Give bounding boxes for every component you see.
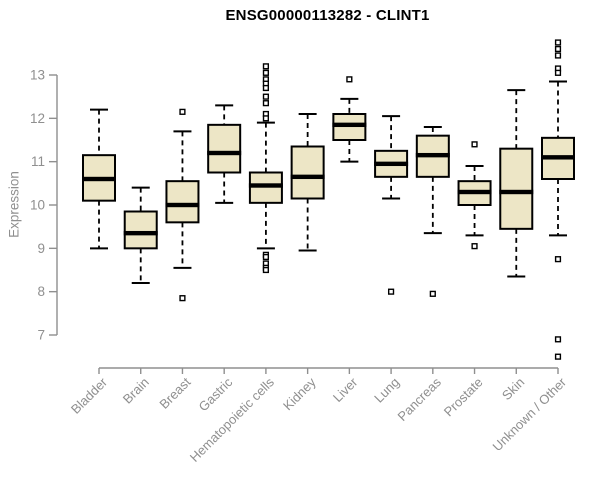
x-tick-label: Prostate — [441, 375, 486, 420]
median-line — [165, 202, 200, 208]
median-line — [123, 230, 158, 236]
median-line — [290, 174, 325, 180]
median-line — [541, 155, 575, 160]
outlier-point — [262, 84, 270, 92]
y-tick-label: 11 — [31, 154, 45, 169]
median-line — [499, 189, 534, 195]
box-brain — [123, 186, 158, 284]
median-line — [415, 152, 450, 158]
outlier-point — [262, 93, 270, 100]
iqr-box — [290, 145, 325, 200]
outlier-point — [346, 76, 353, 83]
x-tick-label: Liver — [330, 374, 361, 405]
x-tick-label: Brain — [120, 375, 152, 407]
outlier-point — [262, 69, 270, 76]
median-line — [374, 161, 409, 167]
outlier-point — [554, 52, 562, 59]
box-kidney — [290, 113, 325, 252]
y-tick-label: 13 — [30, 68, 45, 83]
y-tick-label: 10 — [30, 198, 45, 213]
box-bladder — [82, 108, 116, 250]
iqr-box — [207, 123, 242, 174]
outlier-point — [554, 256, 562, 263]
y-tick-label: 8 — [37, 284, 45, 299]
outlier-point — [471, 141, 478, 148]
outlier-point — [387, 288, 395, 295]
box-prostate — [457, 141, 492, 250]
x-tick-label: Lung — [371, 375, 402, 406]
outlier-point — [554, 45, 562, 53]
box-liver — [332, 76, 367, 163]
outlier-point — [554, 69, 562, 76]
x-tick-label: Breast — [156, 374, 193, 411]
x-tick-label: Gastric — [196, 374, 236, 414]
y-axis: 7 8 9 10 11 12 13 — [30, 68, 58, 343]
x-tick-label: Bladder — [68, 374, 111, 417]
median-line — [82, 176, 116, 182]
iqr-box — [123, 210, 158, 250]
median-line — [207, 150, 242, 156]
iqr-box — [165, 180, 200, 224]
box-skin — [499, 89, 534, 278]
x-tick-label: Unknown / Other — [490, 374, 570, 454]
box-breast — [165, 108, 200, 302]
y-tick-label: 7 — [37, 328, 45, 343]
box-unknown-other — [541, 39, 575, 360]
outlier-point — [179, 295, 186, 302]
outlier-point — [554, 336, 562, 343]
outlier-point — [554, 39, 562, 46]
outlier-point — [262, 253, 270, 261]
box-pancreas — [415, 126, 450, 297]
x-tick-label: Kidney — [280, 374, 319, 413]
x-tick-label: Pancreas — [394, 374, 444, 424]
y-tick-label: 9 — [37, 241, 45, 256]
outlier-point — [471, 243, 478, 250]
outlier-point — [262, 63, 270, 70]
box-gastric — [207, 104, 242, 204]
median-line — [248, 183, 283, 188]
outlier-point — [262, 115, 270, 122]
box-lung — [374, 115, 409, 295]
y-tick-label: 12 — [30, 111, 45, 126]
x-tick-label: Skin — [499, 375, 527, 403]
box-hematopoietic-cells — [248, 63, 283, 274]
median-line — [332, 122, 367, 128]
median-line — [457, 189, 492, 195]
outlier-point — [554, 353, 562, 360]
outlier-point — [179, 108, 186, 115]
outlier-point — [262, 266, 270, 274]
outlier-point — [429, 290, 436, 297]
iqr-box — [499, 147, 534, 230]
chart-title: ENSG00000113282 - CLINT1 — [225, 7, 430, 24]
outlier-point — [262, 100, 270, 107]
